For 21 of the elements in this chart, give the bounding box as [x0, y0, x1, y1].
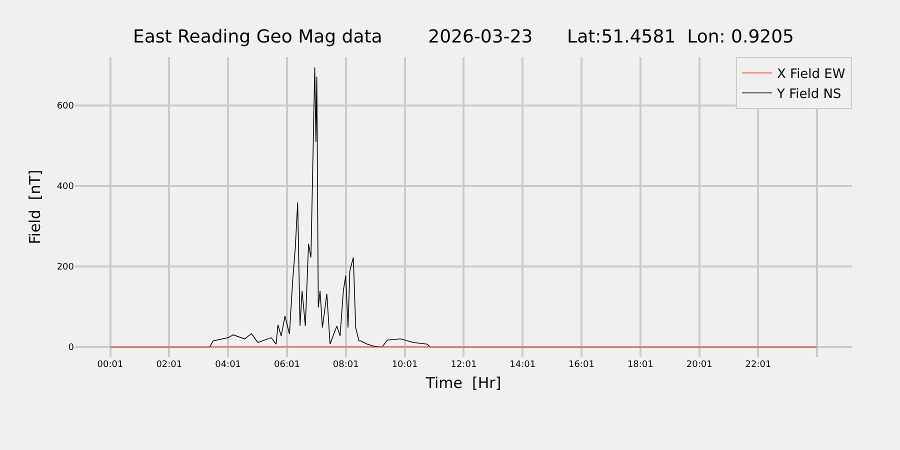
- x-tick-label: 14:01: [510, 360, 536, 370]
- x-tick-label: 22:01: [745, 360, 772, 370]
- y-tick-label: 400: [56, 182, 74, 192]
- y-axis-title: Field [nT]: [26, 170, 44, 244]
- x-tick-label: 10:01: [392, 360, 418, 370]
- x-tick-label: 12:01: [450, 360, 477, 370]
- x-tick-label: 16:01: [568, 360, 594, 370]
- x-axis-title: Time [Hr]: [424, 374, 502, 392]
- x-tick-label: 00:01: [97, 360, 124, 370]
- x-tick-label: 04:01: [215, 360, 242, 370]
- x-tick-label: 02:01: [156, 360, 182, 370]
- legend-label: X Field EW: [777, 67, 846, 82]
- chart-title: East Reading Geo Mag data 2026-03-23 Lat:51.4581 Lon: 0.9205: [132, 26, 794, 48]
- x-tick-label: 20:01: [686, 360, 712, 370]
- y-tick-label: 200: [56, 262, 74, 273]
- y-tick-label: 600: [56, 101, 74, 112]
- x-tick-label: 18:01: [627, 360, 654, 370]
- x-tick-label: 06:01: [274, 360, 300, 370]
- x-tick-label: 08:01: [332, 360, 359, 370]
- y-tick-label: 0: [68, 343, 74, 354]
- legend-label: Y Field NS: [776, 86, 842, 102]
